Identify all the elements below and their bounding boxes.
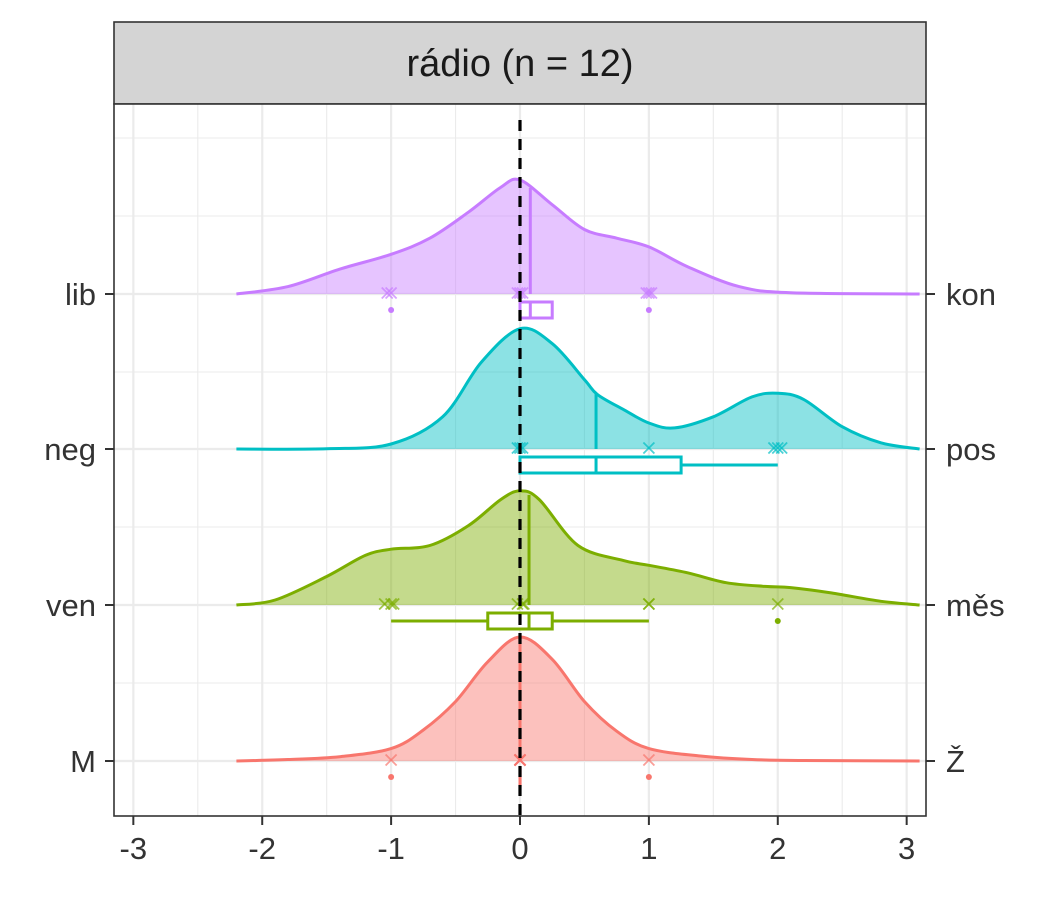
outlier-point [388,774,395,780]
data-point [642,753,656,767]
y-tick-label-right: Ž [946,744,965,779]
x-tick-label: 2 [769,831,786,866]
facet-strip-title: rádio (n = 12) [406,43,633,85]
data-point [384,597,398,611]
x-tick-label: -2 [248,831,276,866]
outlier-point [388,307,395,313]
data-point [642,441,656,455]
x-tick-label: -1 [377,831,405,866]
box [518,300,554,320]
x-tick-label: -3 [120,831,148,866]
data-point [642,597,656,611]
y-tick-label-right: měs [946,588,1005,623]
x-tick-label: 3 [898,831,915,866]
data-point [381,286,394,300]
data-point [771,441,784,455]
box [518,455,683,475]
y-tick-label-left: ven [46,588,96,623]
data-point [642,286,656,300]
density-line [236,489,920,607]
y-tick-label-left: lib [65,277,96,312]
data-point [775,441,788,455]
y-tick-label-right: pos [946,432,996,467]
data-point [640,286,653,300]
density-line [236,635,920,763]
boxplot [388,300,652,320]
ridge-lib [236,177,920,320]
data-point [384,753,398,767]
outlier-point [645,307,652,313]
density-area [236,328,920,450]
data-point [645,286,658,300]
outlier-point [774,618,781,624]
facet-strip: rádio (n = 12) [113,21,927,105]
density-line [236,177,920,296]
data-point [771,597,784,611]
density-area [236,636,920,761]
facet-strip-background [113,21,927,105]
density-area [236,490,920,605]
x-tick-label: 0 [511,831,528,866]
outlier-point [645,774,652,780]
density-area [236,179,920,294]
ridge-ven [236,489,920,631]
y-tick-label-right: kon [946,277,996,312]
data-point [513,753,527,767]
ridges [236,177,920,787]
y-tick-label-left: neg [44,432,96,467]
data-point [387,597,400,611]
data-point [384,286,398,300]
y-tick-label-left: M [70,744,96,779]
density-line [236,326,920,451]
ridge-neg [236,326,920,475]
boxplot [391,611,781,631]
x-tick-label: 1 [640,831,657,866]
